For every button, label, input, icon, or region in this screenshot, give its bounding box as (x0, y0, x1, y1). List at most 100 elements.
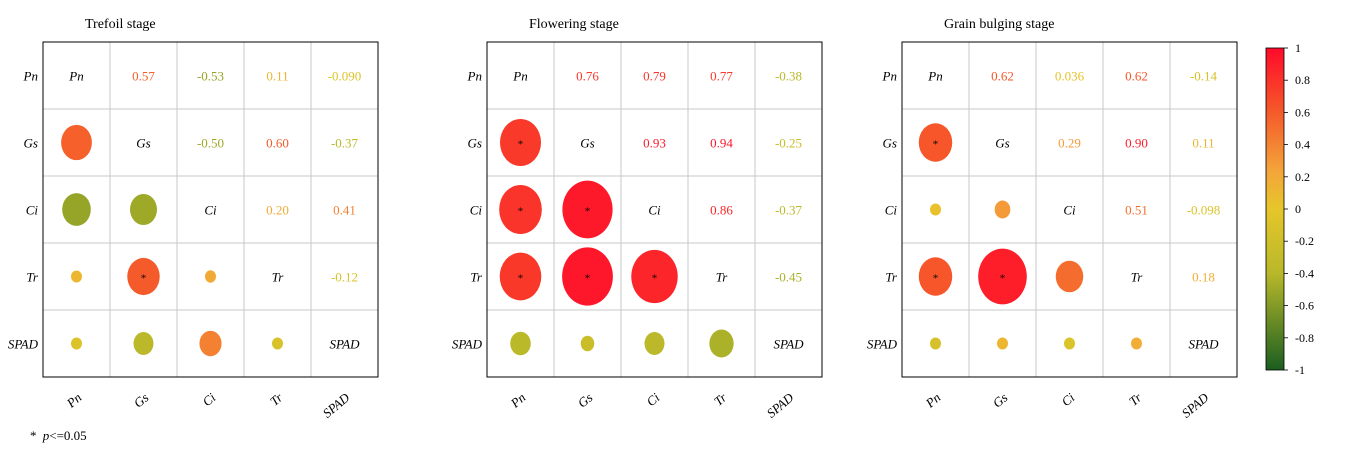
panel-title: Grain bulging stage (944, 17, 1054, 32)
colorbar: 1 0.8 0.6 0.4 0.2 0 -0.2 -0.4 -0.6 -0.8 -1 (1265, 41, 1314, 377)
correlation-ellipse (62, 193, 91, 226)
colorbar-tick-label: -1 (1295, 363, 1305, 377)
diagonal-label: Pn (927, 69, 942, 84)
diagonal-label: SPAD (329, 337, 360, 352)
correlation-ellipse (930, 203, 941, 216)
correlation-ellipse (199, 330, 222, 357)
coefficient-label: 0.29 (1058, 136, 1081, 151)
column-label: Tr (711, 389, 730, 409)
coefficient-label: -0.14 (1190, 69, 1218, 84)
diagonal-label: Pn (512, 69, 527, 84)
panel-title: Trefoil stage (85, 17, 156, 32)
coefficient-label: 0.41 (333, 203, 356, 218)
correlation-ellipse (580, 335, 595, 352)
column-label: SPAD (320, 389, 353, 420)
row-label: Tr (26, 270, 39, 285)
correlation-ellipse (133, 332, 154, 355)
panel-frame (901, 41, 1238, 378)
column-label: SPAD (764, 389, 797, 420)
coefficient-label: 0.76 (576, 69, 599, 84)
correlation-ellipse (130, 194, 157, 225)
row-label: Tr (885, 270, 898, 285)
correlation-ellipse (71, 270, 82, 283)
correlation-ellipse (562, 247, 613, 306)
correlation-ellipse (499, 185, 542, 234)
significance-star: * (518, 273, 524, 285)
row-label: Ci (26, 203, 39, 218)
diagonal-label: Ci (1063, 203, 1076, 218)
coefficient-label: 0.51 (1125, 203, 1148, 218)
significance-star: * (585, 273, 591, 285)
panel-3: Grain bulging stage Pn 0.62 0.036 0.62 -0.14 *… (867, 17, 1238, 421)
panel-frame (486, 41, 823, 378)
correlation-ellipse (994, 200, 1011, 219)
diagonal-label: Ci (204, 203, 217, 218)
row-label: Pn (23, 69, 38, 84)
coefficient-label: 0.79 (643, 69, 666, 84)
row-label: SPAD (8, 337, 39, 352)
diagonal-label: Tr (1131, 270, 1144, 285)
coefficient-label: -0.37 (331, 136, 359, 151)
significance-star: * (933, 273, 939, 285)
correlation-ellipse (272, 337, 283, 350)
coefficient-label: 0.90 (1125, 136, 1148, 151)
column-label: Ci (199, 390, 218, 410)
diagonal-label: Pn (68, 69, 83, 84)
column-label: Ci (1058, 390, 1077, 410)
significance-star: * (141, 273, 147, 285)
correlation-ellipse (1064, 337, 1075, 350)
column-label: Gs (575, 390, 596, 411)
correlation-ellipse (709, 329, 734, 358)
correlation-ellipse (997, 337, 1008, 350)
correlation-ellipse (510, 331, 531, 356)
row-label: Pn (882, 69, 897, 84)
correlation-ellipse (1055, 260, 1084, 293)
diagonal-label: Ci (648, 203, 661, 218)
significance-note: * p<=0.05 (30, 428, 87, 443)
correlation-ellipse (1131, 337, 1142, 350)
correlation-ellipse (205, 270, 216, 283)
colorbar-tick-label: 0.2 (1295, 170, 1310, 184)
diagonal-label: Gs (136, 136, 150, 151)
colorbar-tick-label: 0.6 (1295, 105, 1310, 119)
row-label: SPAD (867, 337, 898, 352)
row-label: Tr (470, 270, 483, 285)
correlation-ellipse (499, 118, 542, 167)
correlation-ellipse (71, 337, 82, 350)
panels: Trefoil stage Pn 0.57 -0.53 0.11 -0.090 Gs -0.5… (8, 17, 1238, 421)
row-label: Ci (470, 203, 483, 218)
row-label: Ci (885, 203, 898, 218)
column-label: Tr (267, 389, 286, 409)
colorbar-tick-label: 0.8 (1295, 73, 1310, 87)
coefficient-label: -0.098 (1187, 203, 1221, 218)
diagonal-label: Tr (716, 270, 729, 285)
column-label: Gs (990, 390, 1011, 411)
coefficient-label: -0.37 (775, 203, 803, 218)
coefficient-label: 0.11 (266, 69, 288, 84)
column-label: Pn (922, 390, 943, 411)
colorbar-tick-label: 1 (1295, 41, 1301, 55)
column-label: Pn (507, 390, 528, 411)
column-label: SPAD (1179, 389, 1212, 420)
significance-star: * (518, 139, 524, 151)
coefficient-label: 0.11 (1192, 136, 1214, 151)
correlation-ellipse (978, 248, 1027, 305)
colorbar-tick-label: -0.2 (1295, 234, 1314, 248)
row-label: Gs (24, 136, 38, 151)
coefficient-label: 0.62 (991, 69, 1014, 84)
panel-1: Trefoil stage Pn 0.57 -0.53 0.11 -0.090 Gs -0.5… (8, 17, 379, 421)
correlation-ellipse (127, 257, 160, 296)
colorbar-tick-label: -0.4 (1295, 266, 1314, 280)
panel-frame (42, 41, 379, 378)
colorbar-tick-label: 0.4 (1295, 138, 1310, 152)
colorbar-gradient (1265, 47, 1285, 371)
correlation-ellipse (631, 249, 678, 304)
coefficient-label: -0.45 (775, 270, 802, 285)
colorbar-tick-label: 0 (1295, 202, 1301, 216)
diagonal-label: Gs (995, 136, 1009, 151)
correlation-ellipse (61, 124, 92, 161)
correlation-ellipse (644, 332, 665, 355)
diagonal-label: Gs (580, 136, 594, 151)
row-label: SPAD (452, 337, 483, 352)
